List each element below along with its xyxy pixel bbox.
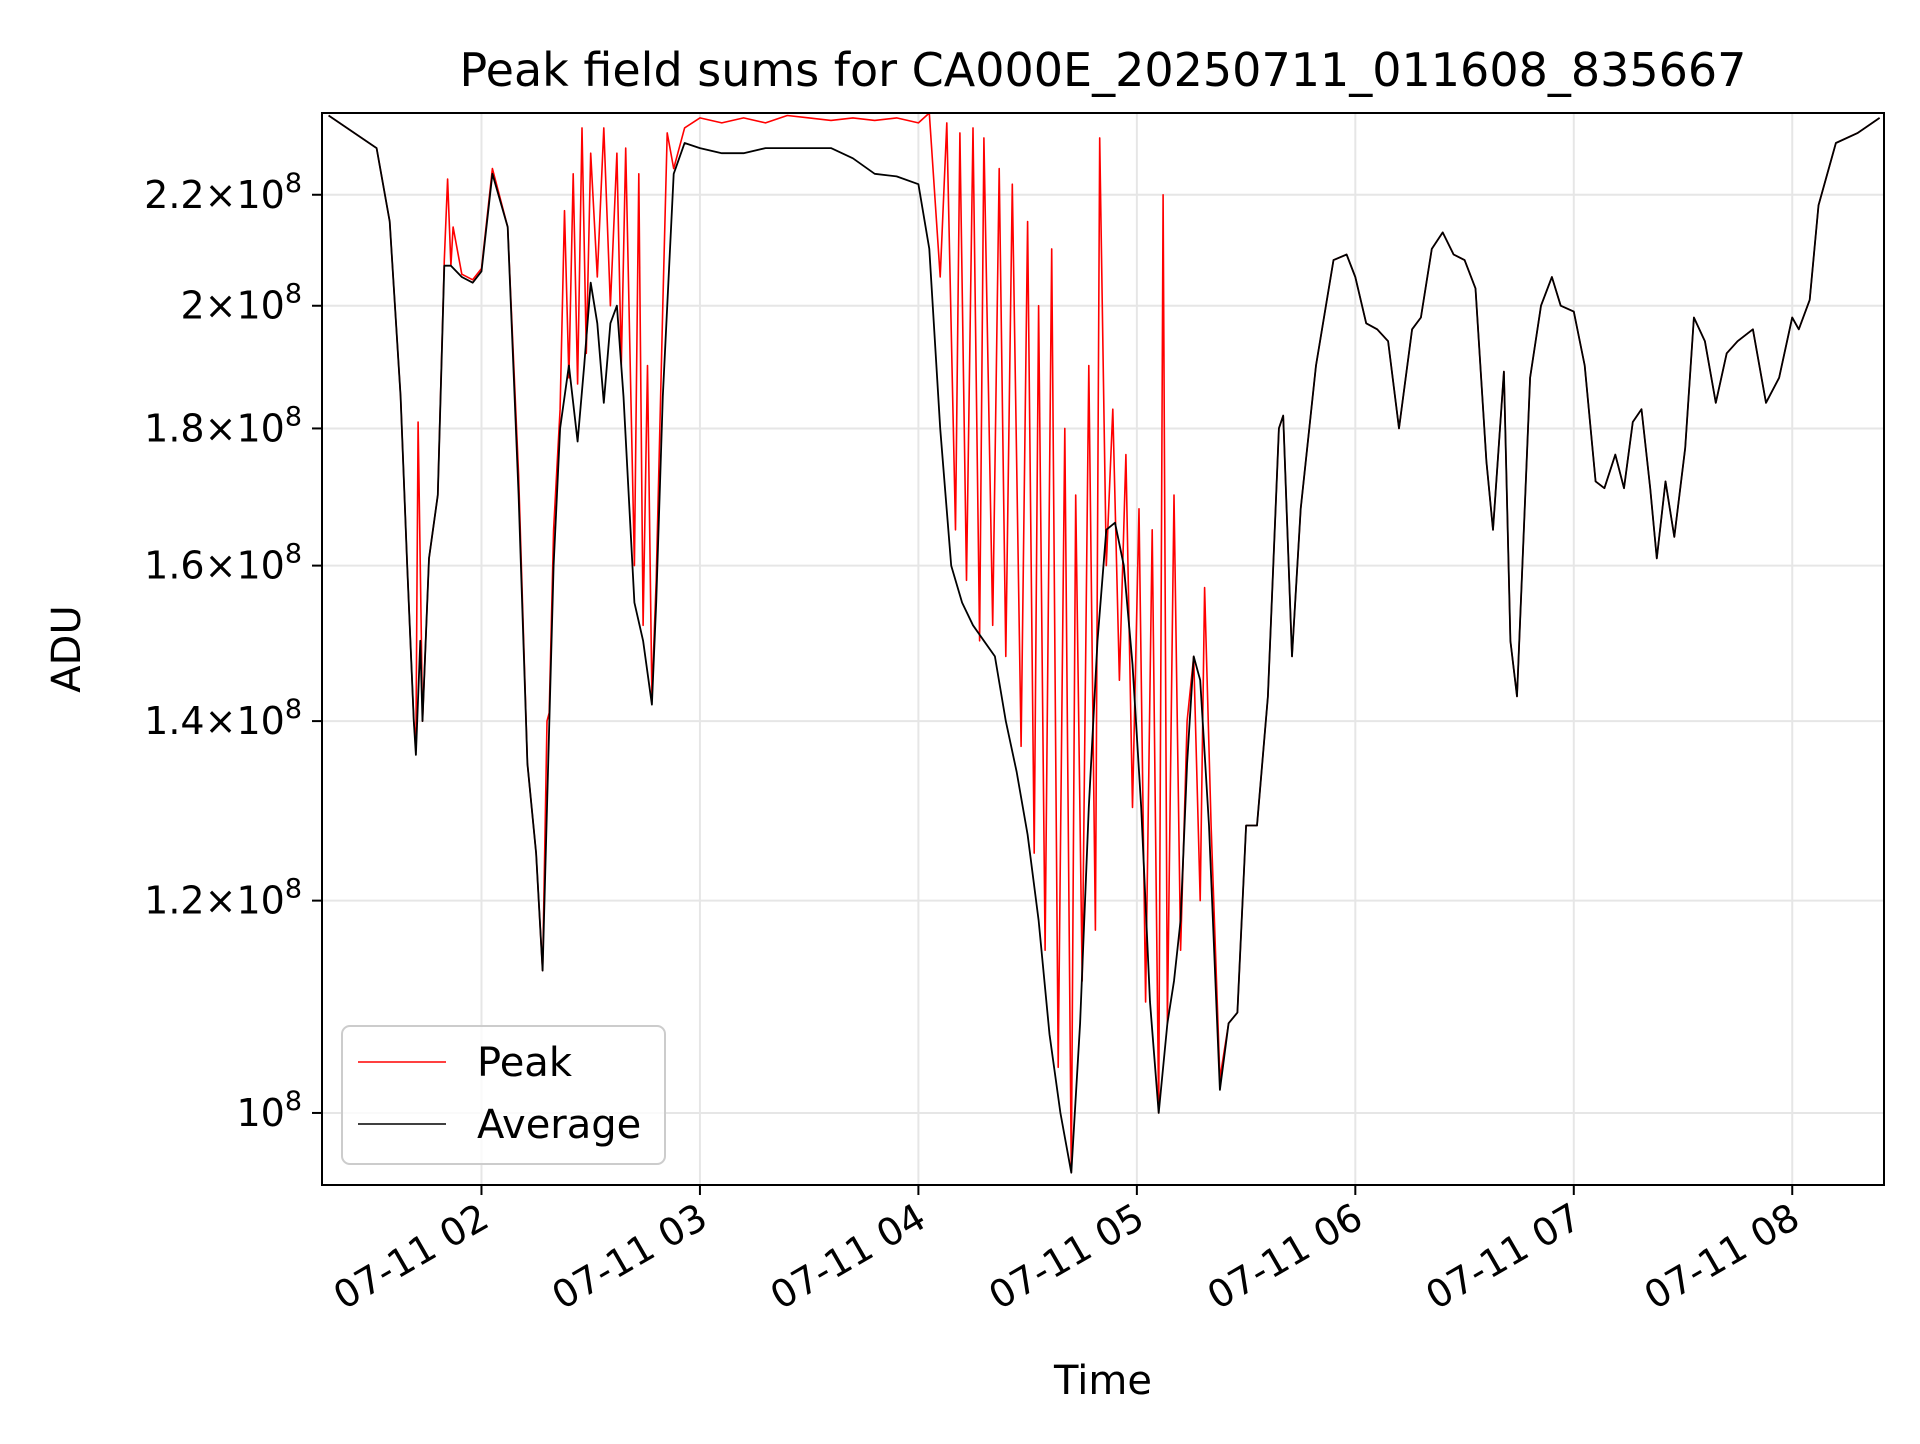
chart-title: Peak field sums for CA000E_20250711_0116…: [460, 43, 1747, 97]
plot-frame: [321, 112, 1885, 1186]
y-tick-label: 2×108: [180, 279, 302, 328]
y-axis-label: ADU: [44, 605, 90, 692]
y-tick-label: 1.6×108: [144, 539, 302, 588]
series-layer: [328, 112, 1881, 1174]
legend-label-peak: Peak: [477, 1040, 573, 1086]
y-axis: 108 1.2×108 1.4×108 1.6×108 1.8×108 2×108 2.2×…: [144, 168, 322, 1135]
series-line-average: [328, 114, 1881, 1174]
y-tick-label: 1.2×108: [144, 874, 302, 923]
y-tick-label: 1.4×108: [144, 694, 302, 743]
legend-label-average: Average: [477, 1102, 641, 1148]
x-axis-label: Time: [1053, 1358, 1152, 1404]
legend: Peak Average: [341, 1025, 666, 1165]
y-tick-label: 108: [236, 1086, 302, 1135]
y-tick-label: 2.2×108: [144, 168, 302, 217]
legend-box: [341, 1025, 666, 1165]
y-tick-label: 1.8×108: [144, 401, 302, 450]
